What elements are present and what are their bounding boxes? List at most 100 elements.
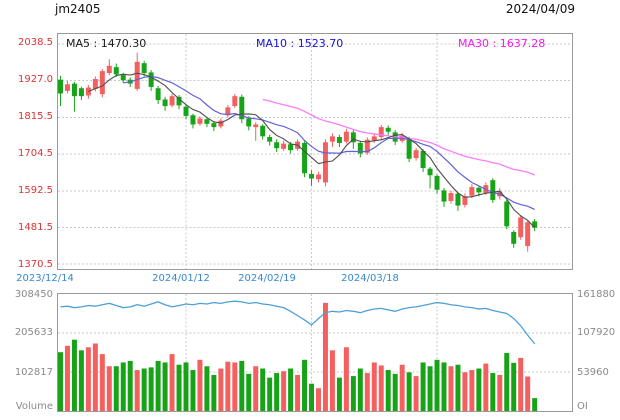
volume-bar: [322, 302, 328, 411]
volume-bar: [85, 347, 91, 411]
candle: [113, 63, 119, 78]
candlestick-chart[interactable]: [58, 34, 572, 269]
candle: [99, 69, 105, 98]
volume-bar: [218, 368, 224, 411]
volume-chart[interactable]: [58, 294, 572, 411]
candle: [413, 147, 419, 161]
volume-bar: [309, 383, 315, 411]
volume-bar: [518, 357, 524, 411]
candle: [532, 219, 538, 232]
candle: [64, 80, 70, 94]
date-axis-label: 2023/12/14: [16, 273, 74, 284]
candle: [448, 190, 454, 204]
candle: [343, 128, 349, 144]
candle: [371, 133, 377, 143]
volume-bar: [225, 361, 231, 411]
candle: [392, 130, 398, 145]
candle: [315, 171, 321, 183]
candle: [148, 70, 154, 91]
volume-bar: [197, 359, 203, 411]
volume-bar: [211, 374, 217, 411]
volume-bar: [281, 371, 287, 411]
volume-bar: [420, 362, 426, 411]
volume-axis-label: 308450: [14, 289, 53, 300]
candle: [253, 122, 259, 141]
volume-bar: [343, 347, 349, 411]
volume-bar: [288, 368, 294, 411]
candle: [120, 72, 126, 83]
candle: [260, 124, 266, 140]
volume-bar: [378, 365, 384, 411]
volume-bar: [232, 362, 238, 411]
volume-axis-label: 102817: [14, 367, 53, 378]
volume-bar: [434, 359, 440, 411]
oi-axis-label: 161880: [577, 289, 616, 300]
candle: [504, 199, 510, 230]
candle: [204, 116, 210, 128]
candle: [267, 134, 273, 146]
price-axis-label: 1370.5: [18, 259, 53, 270]
candle: [92, 76, 98, 92]
ma5-line: [88, 72, 536, 228]
volume-bar: [190, 370, 196, 411]
volume-bar: [162, 362, 168, 411]
candle: [427, 166, 433, 189]
oi-axis-label: 107920: [577, 327, 616, 338]
volume-bar: [127, 360, 133, 411]
volume-bar: [64, 345, 70, 411]
candle: [197, 116, 203, 126]
price-axis-label: 1815.5: [18, 111, 53, 123]
candle: [58, 76, 63, 107]
volume-bar: [413, 376, 419, 411]
candle: [511, 230, 517, 248]
candle: [71, 81, 77, 112]
volume-bar: [532, 398, 538, 411]
candle: [525, 220, 531, 252]
candle: [106, 59, 112, 76]
volume-bar: [350, 376, 356, 411]
volume-bar: [239, 360, 245, 411]
candle: [406, 136, 412, 163]
candle: [434, 174, 440, 194]
candle: [476, 185, 482, 197]
volume-bar: [315, 388, 321, 411]
volume-bar: [92, 343, 98, 411]
volume-bar: [455, 364, 461, 411]
date-axis-label: 2024/02/19: [238, 273, 296, 284]
candle: [239, 94, 245, 124]
volume-bar: [113, 366, 119, 411]
volume-bar: [183, 362, 189, 411]
date-axis-label: 2024/03/18: [341, 273, 399, 284]
date-axis-label: 2024/01/12: [152, 273, 210, 284]
price-axis-label: 1592.5: [18, 185, 53, 197]
candle: [155, 85, 161, 105]
volume-bar: [371, 362, 377, 411]
ma30-line: [262, 98, 535, 176]
ma10-line: [123, 75, 535, 210]
ma30-label: MA30 : 1637.28: [458, 37, 546, 50]
volume-bar: [106, 366, 112, 411]
volume-bar: [302, 359, 308, 411]
candle: [378, 124, 384, 140]
volume-bar: [329, 350, 335, 411]
volume-bar: [295, 374, 301, 411]
volume-bar: [364, 373, 370, 411]
volume-bar: [155, 360, 161, 411]
candle: [246, 116, 252, 131]
volume-bar: [357, 368, 363, 411]
volume-axis-label: 205633: [14, 327, 53, 338]
volume-bar: [204, 366, 210, 411]
volume-bar: [469, 370, 475, 411]
candle: [274, 139, 280, 153]
header-date: 2024/04/09: [505, 2, 575, 16]
candle: [141, 60, 147, 77]
oi-axis-caption: OI: [577, 401, 588, 412]
volume-bar: [427, 366, 433, 411]
candle: [85, 84, 91, 99]
volume-bar: [99, 354, 105, 411]
candle: [385, 125, 391, 136]
candle: [455, 192, 461, 211]
volume-axis-caption: Volume: [15, 401, 53, 412]
volume-bar: [169, 354, 175, 411]
volume-bar: [78, 350, 84, 411]
